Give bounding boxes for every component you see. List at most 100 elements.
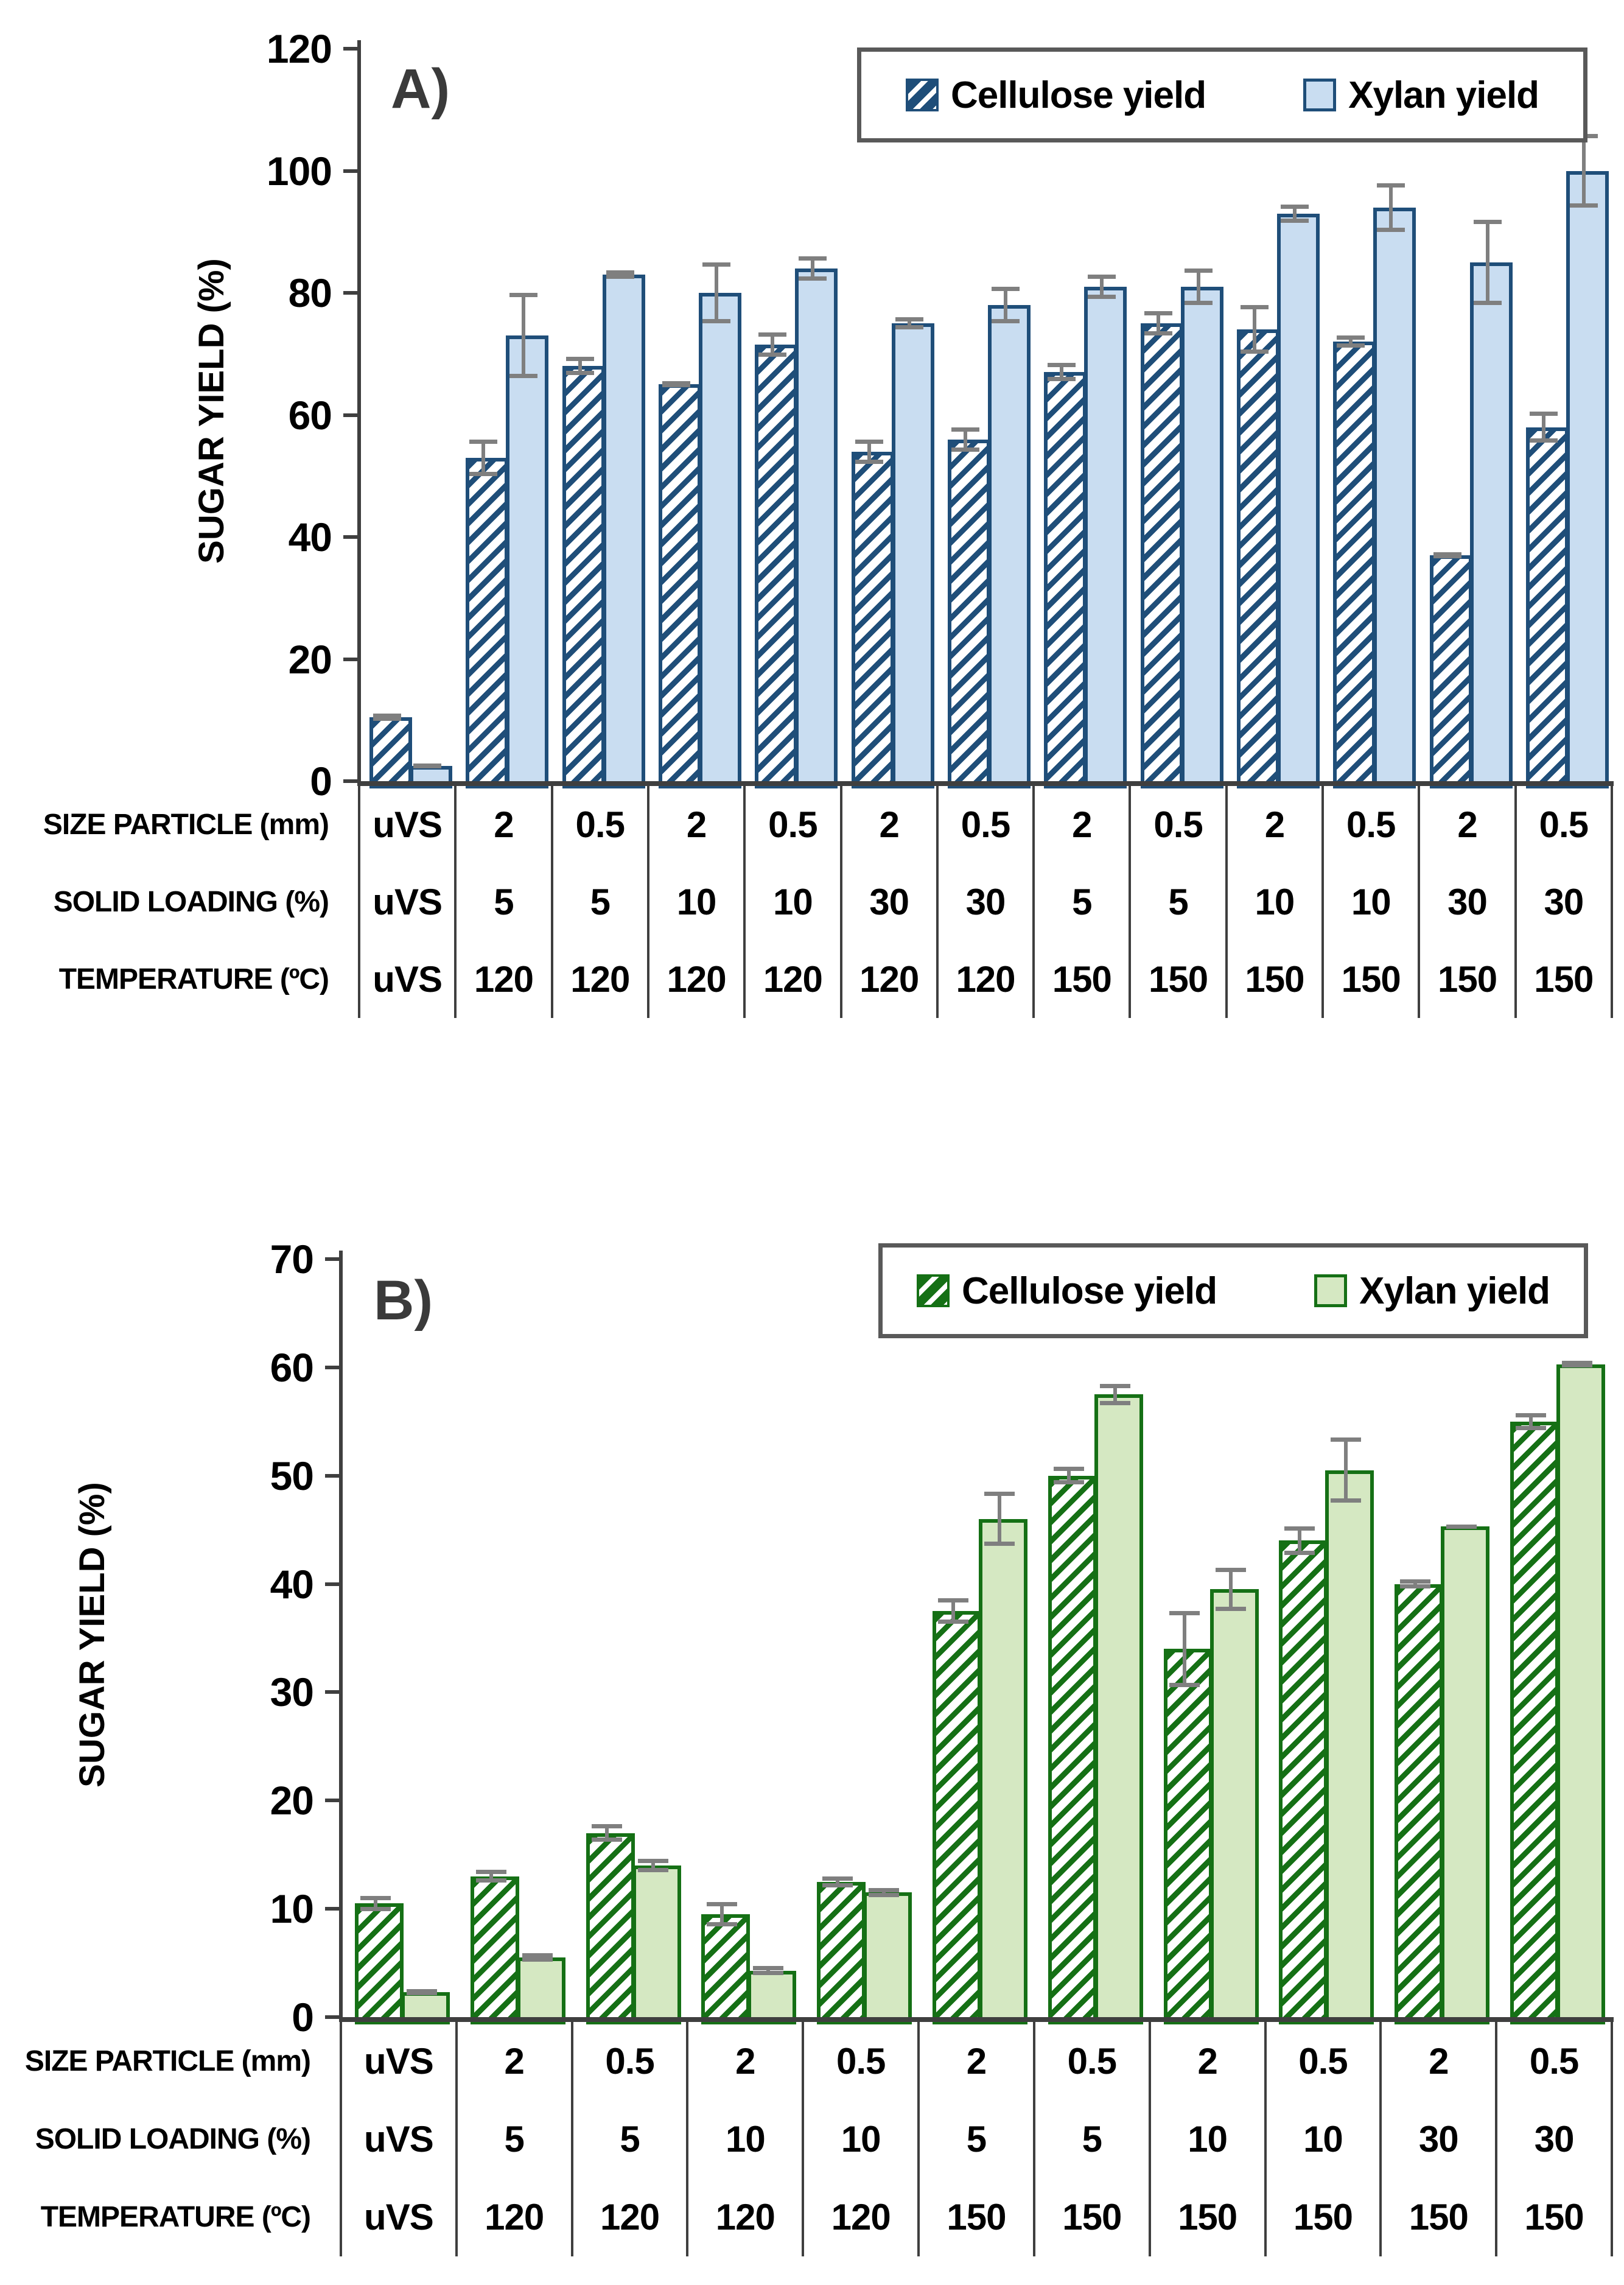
bar-xylan [632, 1866, 681, 2024]
bar-xylan [1441, 1526, 1490, 2024]
bar-xylan [1469, 262, 1513, 788]
error-bar-cap-bottom [758, 353, 787, 357]
bar-xylan [979, 1518, 1027, 2024]
table-cell: 120 [600, 2197, 660, 2238]
table-cell: 150 [1178, 2197, 1237, 2238]
y-tickmark-b [325, 1690, 341, 1694]
error-bar-cap-top [1331, 1437, 1362, 1442]
error-bar-cellulose [373, 713, 402, 721]
bar-cellulose [369, 717, 413, 788]
bar-xylan [863, 1892, 912, 2024]
table-column-line [743, 786, 746, 1018]
error-bar-line [867, 439, 871, 464]
bar-xylan [1084, 286, 1127, 788]
error-bar-cap-bottom [855, 459, 883, 464]
error-bar-xylan [406, 1988, 437, 1996]
error-bar-cellulose [1400, 1579, 1431, 1588]
bar-cellulose [817, 1881, 866, 2024]
error-bar-cap-bottom [509, 374, 538, 379]
table-column-line [1418, 786, 1421, 1018]
table-cell: 30 [869, 882, 909, 922]
error-bar-cap-bottom [992, 319, 1020, 324]
error-bar-cap-top [1088, 274, 1116, 279]
table-cell: 0.5 [1529, 2040, 1579, 2082]
legend-label: Xylan yield [1348, 74, 1539, 116]
error-bar-xylan [522, 1953, 553, 1962]
error-bar-line [535, 1953, 539, 1962]
table-cell: 10 [1303, 2118, 1343, 2160]
panel-title-a: A) [391, 58, 450, 120]
y-tick-label-b: 70 [270, 1237, 314, 1282]
table-cell: 150 [1524, 2197, 1584, 2238]
error-bar-cap-top [822, 1876, 853, 1881]
error-bar-cap-top [1377, 183, 1405, 188]
error-bar-xylan [1099, 1383, 1130, 1406]
error-bar-xylan [1280, 204, 1309, 223]
table-column-line [1321, 786, 1325, 1018]
error-bar-line [1113, 1383, 1117, 1406]
bar-cellulose [1525, 427, 1569, 788]
error-bar-cap-bottom [799, 276, 827, 281]
error-bar-cap-top [799, 256, 827, 261]
table-column-line [1032, 786, 1035, 1018]
error-bar-cap-top [992, 286, 1020, 291]
bar-cellulose [701, 1914, 751, 2024]
error-bar-cap-top [1284, 1526, 1315, 1531]
table-cell: 10 [725, 2118, 766, 2160]
bar-xylan [516, 1957, 565, 2024]
table-column-line [1495, 2022, 1498, 2256]
error-bar-cap-bottom [951, 447, 979, 452]
error-bar-xylan [1088, 274, 1116, 300]
error-bar-cap-bottom [822, 1883, 853, 1887]
error-bar-cap-bottom [1099, 1401, 1130, 1406]
y-tick-label-b: 10 [270, 1886, 314, 1932]
error-bar-xylan [413, 763, 442, 768]
table-column-line [802, 2022, 805, 2256]
table-cell: 0.5 [1346, 804, 1396, 845]
error-bar-cellulose [1529, 412, 1558, 443]
table-cell: 0.5 [1067, 2040, 1117, 2082]
y-tick-label-a: 0 [310, 759, 332, 804]
table-cell: 30 [1544, 882, 1584, 922]
error-bar-cap-bottom [1215, 1607, 1246, 1612]
error-bar-cap-bottom [1331, 1498, 1362, 1503]
error-bar-xylan [1377, 183, 1405, 232]
table-cell: 5 [1168, 882, 1188, 922]
bar-cellulose [586, 1833, 635, 2024]
bar-cellulose [354, 1903, 404, 2024]
table-column-line [340, 2022, 342, 2256]
error-bar-cap-top [1169, 1611, 1200, 1616]
table-row-label-a-0: SIZE PARTICLE (mm) [43, 809, 329, 841]
error-bar-cap-bottom [1529, 438, 1558, 443]
error-bar-line [1298, 1526, 1302, 1555]
error-bar-line [1156, 311, 1160, 336]
error-bar-cap-bottom [1240, 349, 1269, 354]
legend-label: Xylan yield [1359, 1269, 1550, 1312]
error-bar-xylan [799, 256, 827, 281]
error-bar-line [1182, 1611, 1186, 1687]
error-bar-cap-top [1337, 335, 1365, 340]
y-tick-label-a: 80 [288, 270, 332, 315]
bar-xylan [988, 305, 1031, 788]
error-bar-cap-top [591, 1824, 622, 1829]
y-tick-label-a: 100 [266, 148, 332, 194]
error-bar-cellulose [822, 1876, 853, 1887]
error-bar-xylan [509, 293, 538, 379]
error-bar-cap-bottom [938, 1620, 968, 1624]
error-bar-xylan [1562, 1361, 1593, 1367]
error-bar-cellulose [1053, 1467, 1084, 1484]
table-cell: 2 [879, 804, 899, 845]
y-tickmark-a [343, 657, 359, 661]
table-cell: 150 [1245, 959, 1304, 1000]
error-bar-cap-bottom [753, 1970, 784, 1975]
error-bar-line [1252, 305, 1256, 354]
error-bar-cap-top [951, 427, 979, 432]
y-tickmark-b [325, 2015, 341, 2019]
bar-cellulose [470, 1876, 519, 2024]
legend-item-xylan-b: Xylan yield [1314, 1269, 1550, 1313]
error-bar-cap-bottom [475, 1878, 506, 1883]
error-bar-line [964, 427, 967, 452]
error-bar-xylan [1331, 1437, 1362, 1503]
error-bar-cap-top [753, 1966, 784, 1971]
error-bar-line [766, 1966, 771, 1975]
